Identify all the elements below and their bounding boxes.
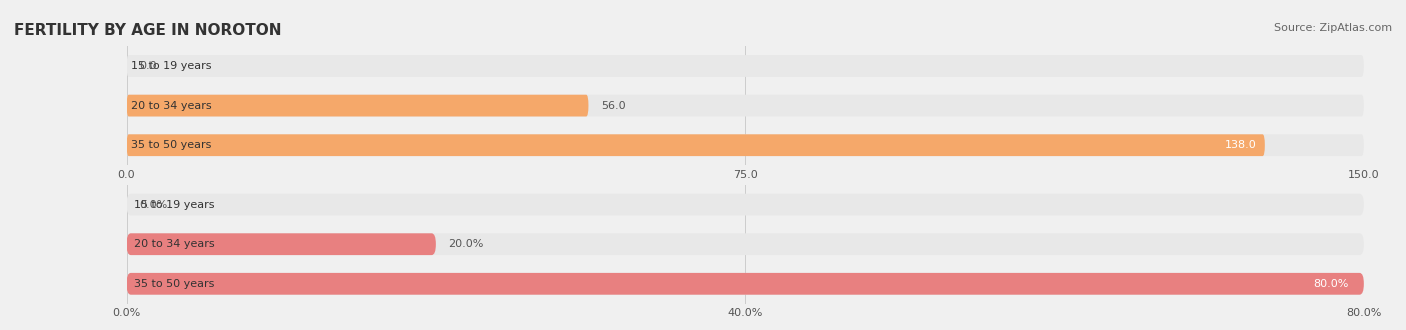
FancyBboxPatch shape: [127, 273, 1364, 295]
Text: 138.0: 138.0: [1225, 140, 1257, 150]
Text: 20.0%: 20.0%: [449, 239, 484, 249]
FancyBboxPatch shape: [127, 233, 1364, 255]
Text: 15 to 19 years: 15 to 19 years: [135, 200, 215, 210]
Text: 15 to 19 years: 15 to 19 years: [131, 61, 211, 71]
Text: 0.0: 0.0: [139, 61, 156, 71]
FancyBboxPatch shape: [127, 194, 1364, 215]
Text: 20 to 34 years: 20 to 34 years: [131, 101, 211, 111]
Text: Source: ZipAtlas.com: Source: ZipAtlas.com: [1274, 23, 1392, 33]
Text: 0.0%: 0.0%: [139, 200, 167, 210]
Text: 35 to 50 years: 35 to 50 years: [135, 279, 215, 289]
FancyBboxPatch shape: [127, 55, 1364, 77]
Text: FERTILITY BY AGE IN NOROTON: FERTILITY BY AGE IN NOROTON: [14, 23, 281, 38]
Text: 35 to 50 years: 35 to 50 years: [131, 140, 211, 150]
Text: 80.0%: 80.0%: [1313, 279, 1348, 289]
FancyBboxPatch shape: [127, 95, 589, 116]
FancyBboxPatch shape: [127, 134, 1265, 156]
FancyBboxPatch shape: [127, 233, 436, 255]
Text: 56.0: 56.0: [600, 101, 626, 111]
Text: 20 to 34 years: 20 to 34 years: [135, 239, 215, 249]
FancyBboxPatch shape: [127, 95, 1364, 116]
FancyBboxPatch shape: [127, 134, 1364, 156]
FancyBboxPatch shape: [127, 273, 1364, 295]
